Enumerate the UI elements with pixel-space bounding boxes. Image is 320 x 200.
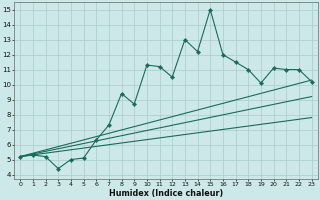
X-axis label: Humidex (Indice chaleur): Humidex (Indice chaleur) [109,189,223,198]
